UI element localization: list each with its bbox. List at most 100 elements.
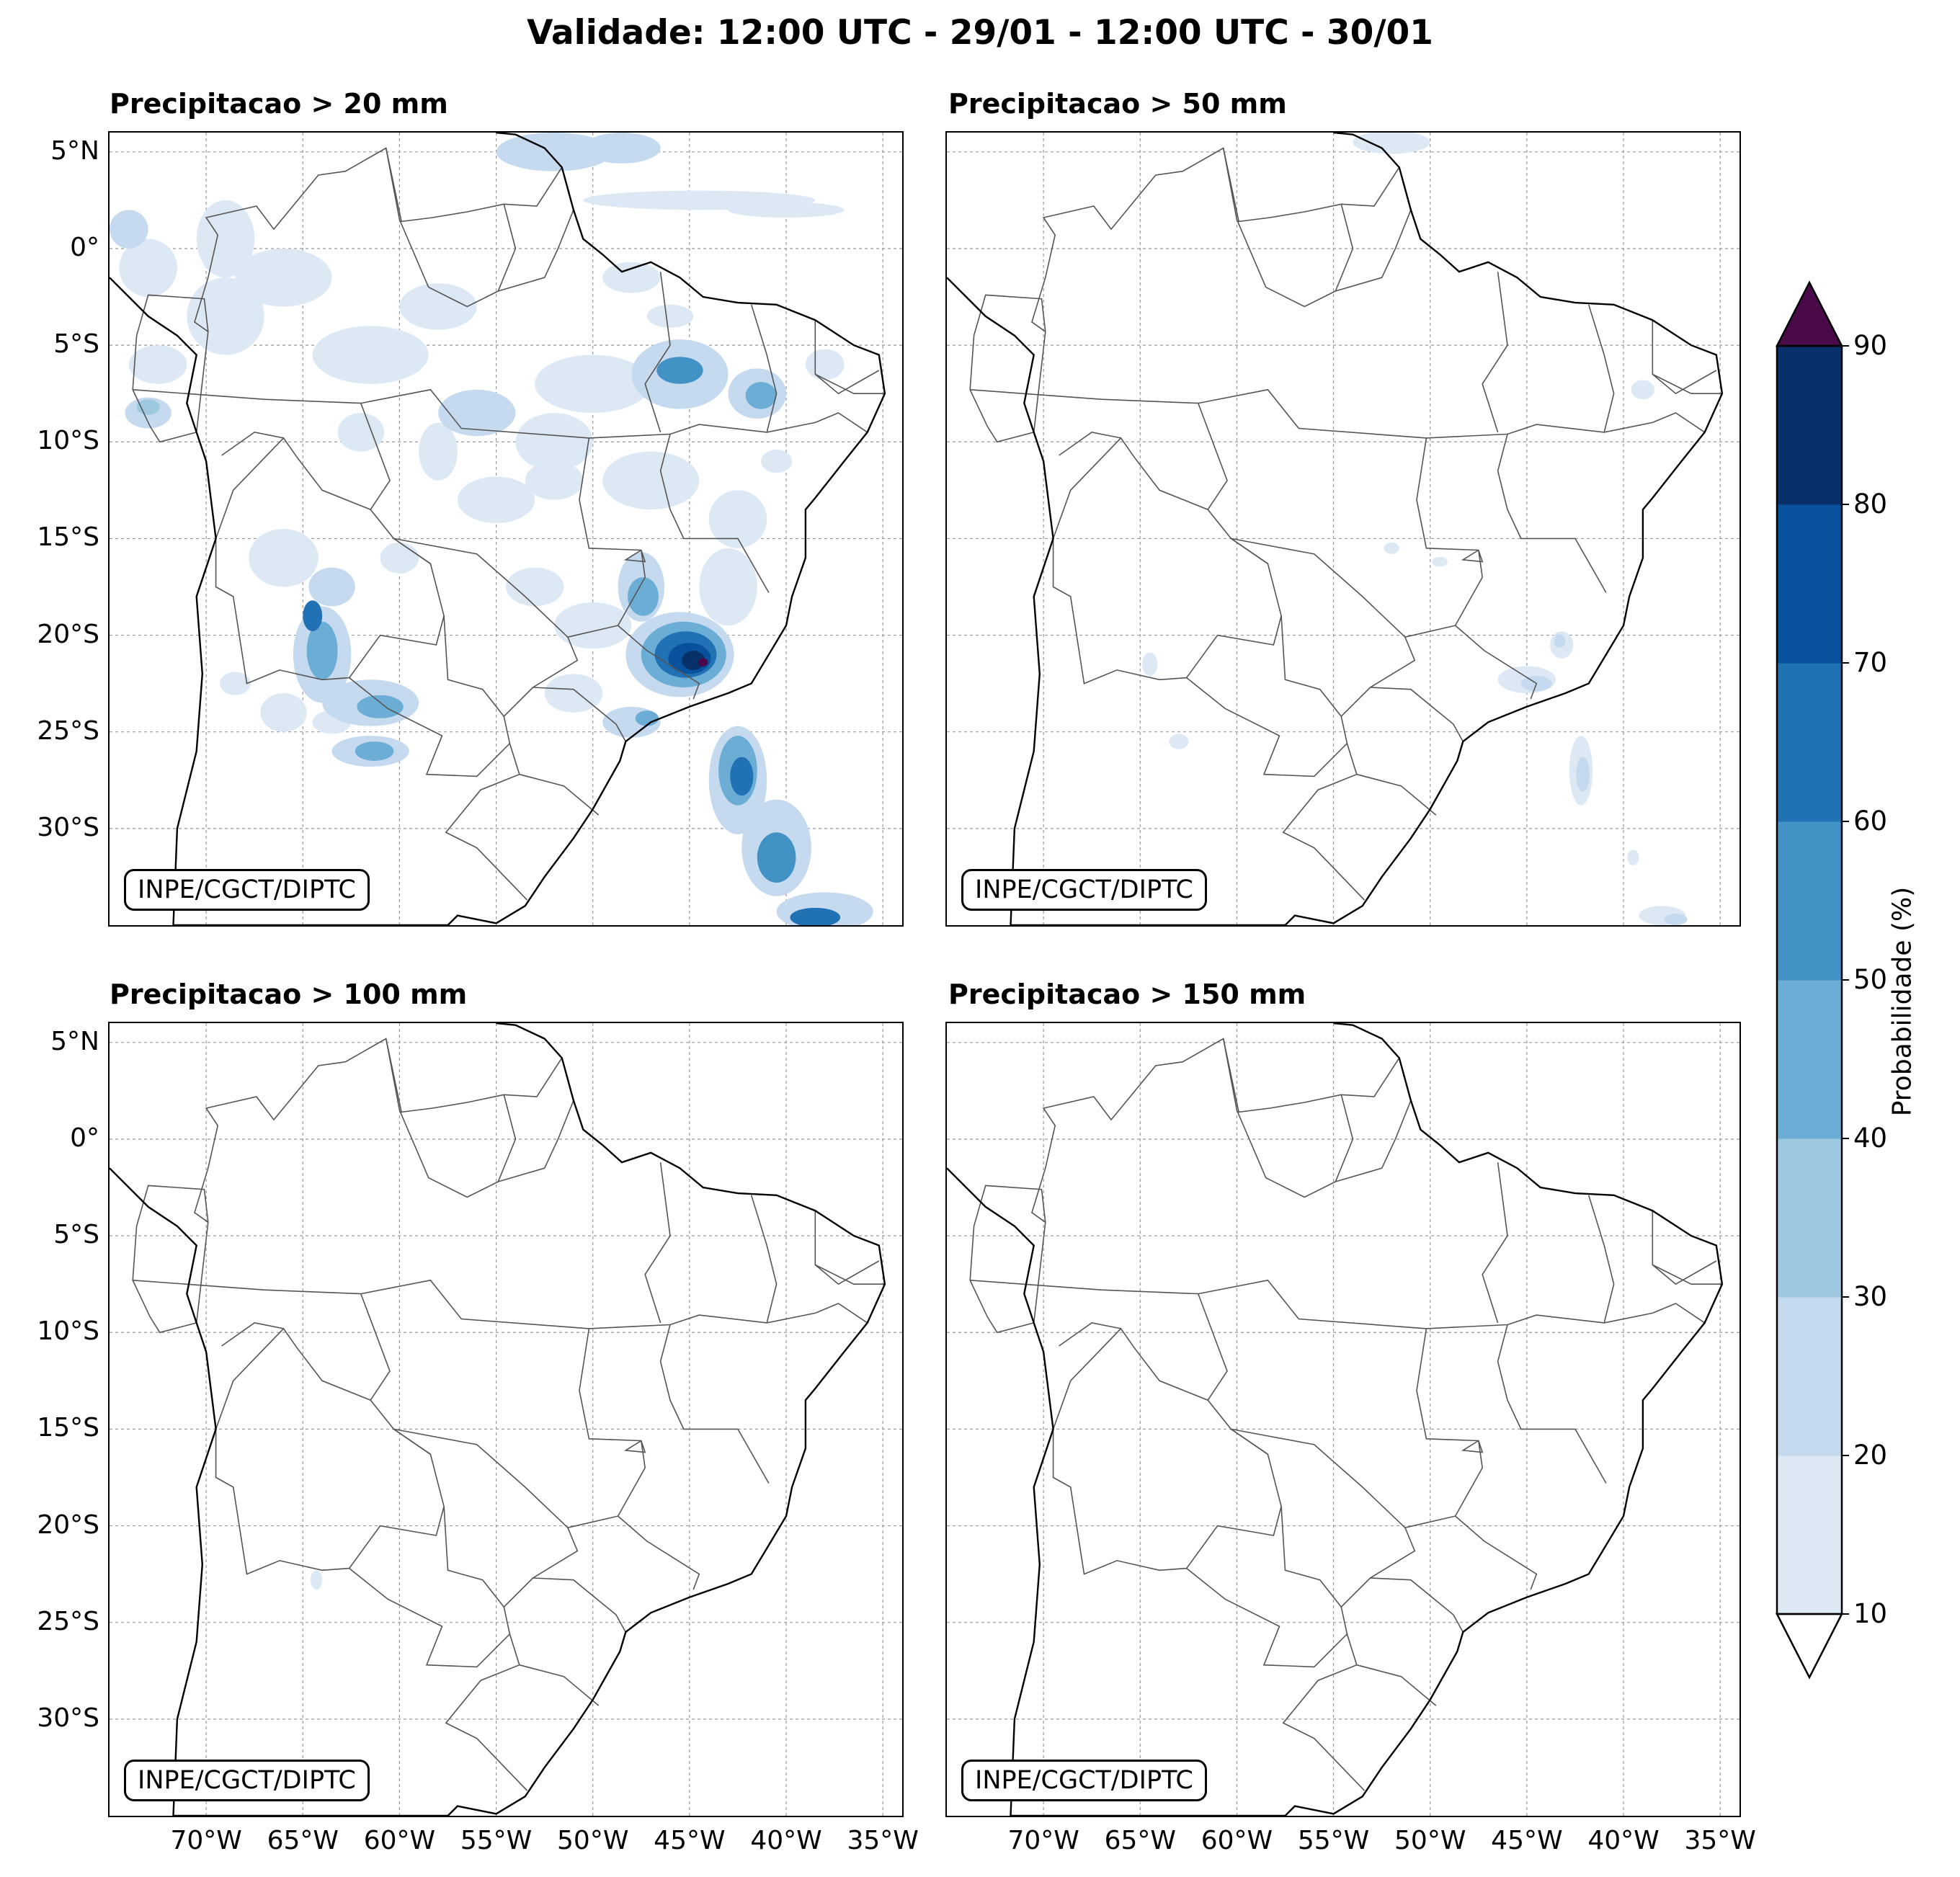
latitude-tick-label: 25°S [37,1606,99,1636]
border-line [1482,1162,1508,1324]
border-line [814,373,885,395]
probability-contour [602,451,700,510]
border-line [1282,1633,1366,1791]
panel-title-150mm: Precipitacao > 150 mm [948,978,1306,1010]
latitude-tick-label: 5°N [50,135,99,166]
border-line [1497,434,1607,593]
latitude-tick-label: 5°S [53,1220,99,1250]
border-line [814,1303,868,1324]
coastline [110,133,886,925]
map-panel-50mm: INPE/CGCT/DIPTC [945,131,1741,927]
longitude-tick-label: 35°W [1684,1826,1756,1855]
colorbar-tick-label: 80 [1853,489,1888,520]
border-line [1652,320,1717,395]
probability-contour [1169,734,1189,749]
border-line [533,1577,626,1633]
coastline [110,1023,886,1816]
panel-title-100mm: Precipitacao > 100 mm [110,978,468,1010]
border-line [970,1279,1653,1329]
border-line [1356,1664,1437,1706]
latitude-tick-label: 5°S [53,329,99,360]
longitude-tick-label: 50°W [557,1826,629,1855]
probability-contour [635,710,659,726]
latitude-tick-label: 25°S [37,715,99,746]
border-line [814,412,868,433]
credit-label: INPE/CGCT/DIPTC [124,1760,370,1801]
border-line [1356,773,1437,816]
probability-contour [196,200,255,278]
probability-field [110,133,873,925]
latitude-tick-label: 5°N [50,1026,99,1056]
colorbar [1775,280,1849,1680]
border-line [750,304,778,433]
map-svg-20mm [110,133,902,925]
probability-contour [119,238,177,298]
longitude-tick-label: 45°W [1491,1826,1563,1855]
border-line [750,1195,778,1324]
probability-contour [306,621,338,680]
probability-contour [698,658,708,667]
probability-contour [682,651,705,670]
probability-contour [312,326,429,384]
colorbar-tick-label: 60 [1853,806,1888,837]
latitude-tick-label: 15°S [37,522,99,553]
border-line [1404,437,1484,638]
border-line [618,1515,700,1590]
probability-contour [399,283,477,330]
border-line [1052,437,1282,685]
longitude-tick-label: 50°W [1394,1826,1466,1855]
probability-contour [525,461,584,500]
figure-title: Validade: 12:00 UTC - 29/01 - 12:00 UTC … [527,13,1433,53]
longitude-tick-label: 70°W [1007,1826,1079,1855]
border-line [1370,687,1464,742]
latitude-tick-label: 10°S [37,1316,99,1347]
border-line [132,1185,209,1334]
map-svg-150mm [947,1023,1740,1816]
longitude-tick-label: 55°W [1297,1826,1370,1855]
border-line [1230,538,1416,717]
colorbar-tick-label: 20 [1853,1440,1888,1471]
border-line [133,388,816,439]
border-line [360,403,391,510]
probability-contour [303,600,323,632]
border-line [1230,1428,1416,1608]
colorbar-tick-label: 30 [1853,1281,1888,1312]
border-line [1652,1264,1722,1285]
border-line [623,549,646,563]
border-line [1461,1440,1484,1453]
border-line [1461,549,1484,563]
panel-title-50mm: Precipitacao > 50 mm [948,88,1287,120]
border-line [969,1185,1046,1334]
colorbar-segment [1777,980,1842,1139]
colorbar-segment [1777,1138,1842,1298]
colorbar-tick-label: 90 [1853,330,1888,361]
border-line [659,434,770,593]
border-line [1497,1324,1607,1484]
border-line [623,1440,646,1453]
probability-contour [790,907,841,925]
border-line [1186,615,1348,777]
probability-contour [337,413,384,452]
colorbar-segment [1777,346,1842,505]
border-line [349,1506,511,1668]
longitude-tick-label: 60°W [363,1826,436,1855]
probability-contour [308,567,355,607]
border-line [1198,403,1228,510]
border-line [393,1428,579,1608]
border-line [221,1322,284,1347]
border-line [215,1327,445,1575]
probability-contour [1664,913,1688,925]
border-line [1059,432,1121,456]
probability-contour [805,349,845,380]
colorbar-tick-label: 50 [1853,964,1888,995]
probability-contour [506,567,564,607]
probability-contour [457,476,535,523]
probability-contour [249,529,318,587]
border-line [519,773,600,816]
colorbar-segment [1777,821,1842,981]
colorbar-segment [1777,1297,1842,1456]
colorbar-segment [1777,663,1842,822]
map-panel-100mm: INPE/CGCT/DIPTC [108,1022,904,1817]
colorbar-tick-label: 70 [1853,647,1888,678]
map-svg-50mm [947,133,1740,925]
